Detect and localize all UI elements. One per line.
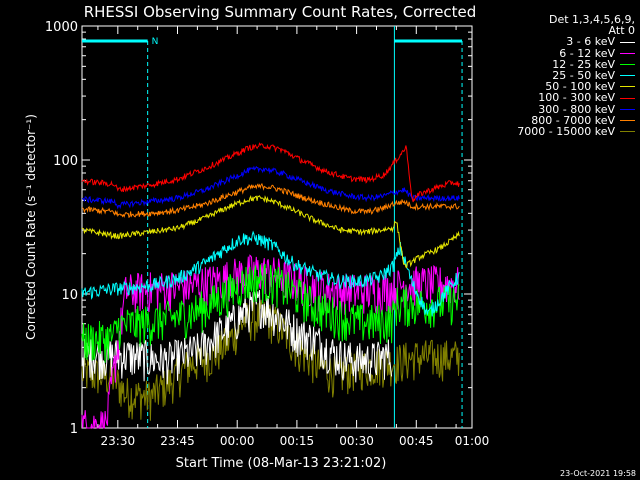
series-line-5 [81,142,460,203]
legend-entry-7: 800 - 7000 keV [480,115,635,126]
x-tick-label-1: 23:45 [160,434,195,448]
legend-header-line-1: Det 1,3,4,5,6,9, [548,13,635,26]
legend-label-6: 300 - 800 keV [538,102,615,116]
y-tick-label-2: 100 [53,154,78,169]
x-tick-label-0: 23:30 [101,434,136,448]
series-group [81,142,460,429]
legend-label-7: 800 - 7000 keV [531,113,615,127]
legend-label-2: 12 - 25 keV [552,57,615,71]
y-tick-label-1: 10 [61,288,78,303]
x-axis: 23:30 23:45 00:00 00:15 00:30 00:45 01:00 [97,26,490,448]
y-axis-label: Corrected Count Rate (s⁻¹ detector⁻¹) [24,114,38,340]
legend-entry-0: 3 - 6 keV [480,35,635,49]
legend-swatch-7 [620,119,635,121]
legend-swatch-8 [620,131,635,133]
legend-entry-2: 12 - 25 keV [480,59,635,70]
legend-label-1: 6 - 12 keV [559,46,615,60]
x-tick-label-6: 01:00 [455,434,490,448]
chart-title: RHESSI Observing Summary Count Rates, Co… [84,3,477,21]
series-line-4 [81,194,460,269]
legend-label-8: 7000 - 15000 keV [517,125,615,139]
legend-swatch-3 [620,75,635,77]
legend-entry-4: 50 - 100 keV [480,81,635,92]
legend-entry-6: 300 - 800 keV [480,102,635,116]
legend-label-5: 100 - 300 keV [538,91,615,105]
legend-swatch-5 [620,97,635,99]
y-tick-label-0: 1 [70,422,78,437]
legend-swatch-4 [620,86,635,88]
x-tick-label-2: 00:00 [220,434,255,448]
legend: Det 1,3,4,5,6,9, Att 0 3 - 6 keV 6 - 12 k… [480,14,635,137]
series-line-1 [81,254,460,429]
legend-entry-3: 25 - 50 keV [480,70,635,81]
x-axis-label: Start Time (08-Mar-13 23:21:02) [176,456,387,471]
series-line-6 [81,165,460,210]
legend-swatch-2 [620,63,635,65]
legend-label-4: 50 - 100 keV [545,80,615,94]
legend-header-line-2: Att 0 [608,24,635,38]
legend-label-3: 25 - 50 keV [552,69,615,83]
night-markers: N [82,26,463,428]
legend-label-0: 3 - 6 keV [566,35,615,49]
legend-swatch-6 [620,108,635,110]
x-tick-label-4: 00:30 [339,434,374,448]
generation-timestamp: 23-Oct-2021 19:58 [560,469,636,478]
legend-swatch-0 [620,41,635,43]
legend-entry-5: 100 - 300 keV [480,91,635,105]
legend-entry-8: 7000 - 15000 keV [480,126,635,137]
legend-swatch-1 [620,52,635,54]
series-line-2 [81,263,460,363]
x-tick-label-3: 00:15 [280,434,315,448]
series-line-3 [81,230,460,317]
y-tick-label-3: 1000 [45,20,78,35]
legend-entry-1: 6 - 12 keV [480,46,635,60]
series-line-7 [81,182,460,219]
series-line-8 [81,299,460,421]
night-label: N [152,37,159,47]
x-tick-label-5: 00:45 [399,434,434,448]
series-line-0 [81,290,393,385]
